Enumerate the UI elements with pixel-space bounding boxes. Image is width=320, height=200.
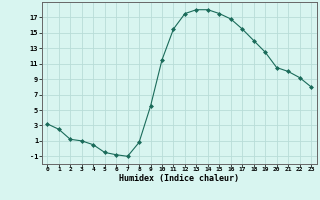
X-axis label: Humidex (Indice chaleur): Humidex (Indice chaleur) xyxy=(119,174,239,183)
